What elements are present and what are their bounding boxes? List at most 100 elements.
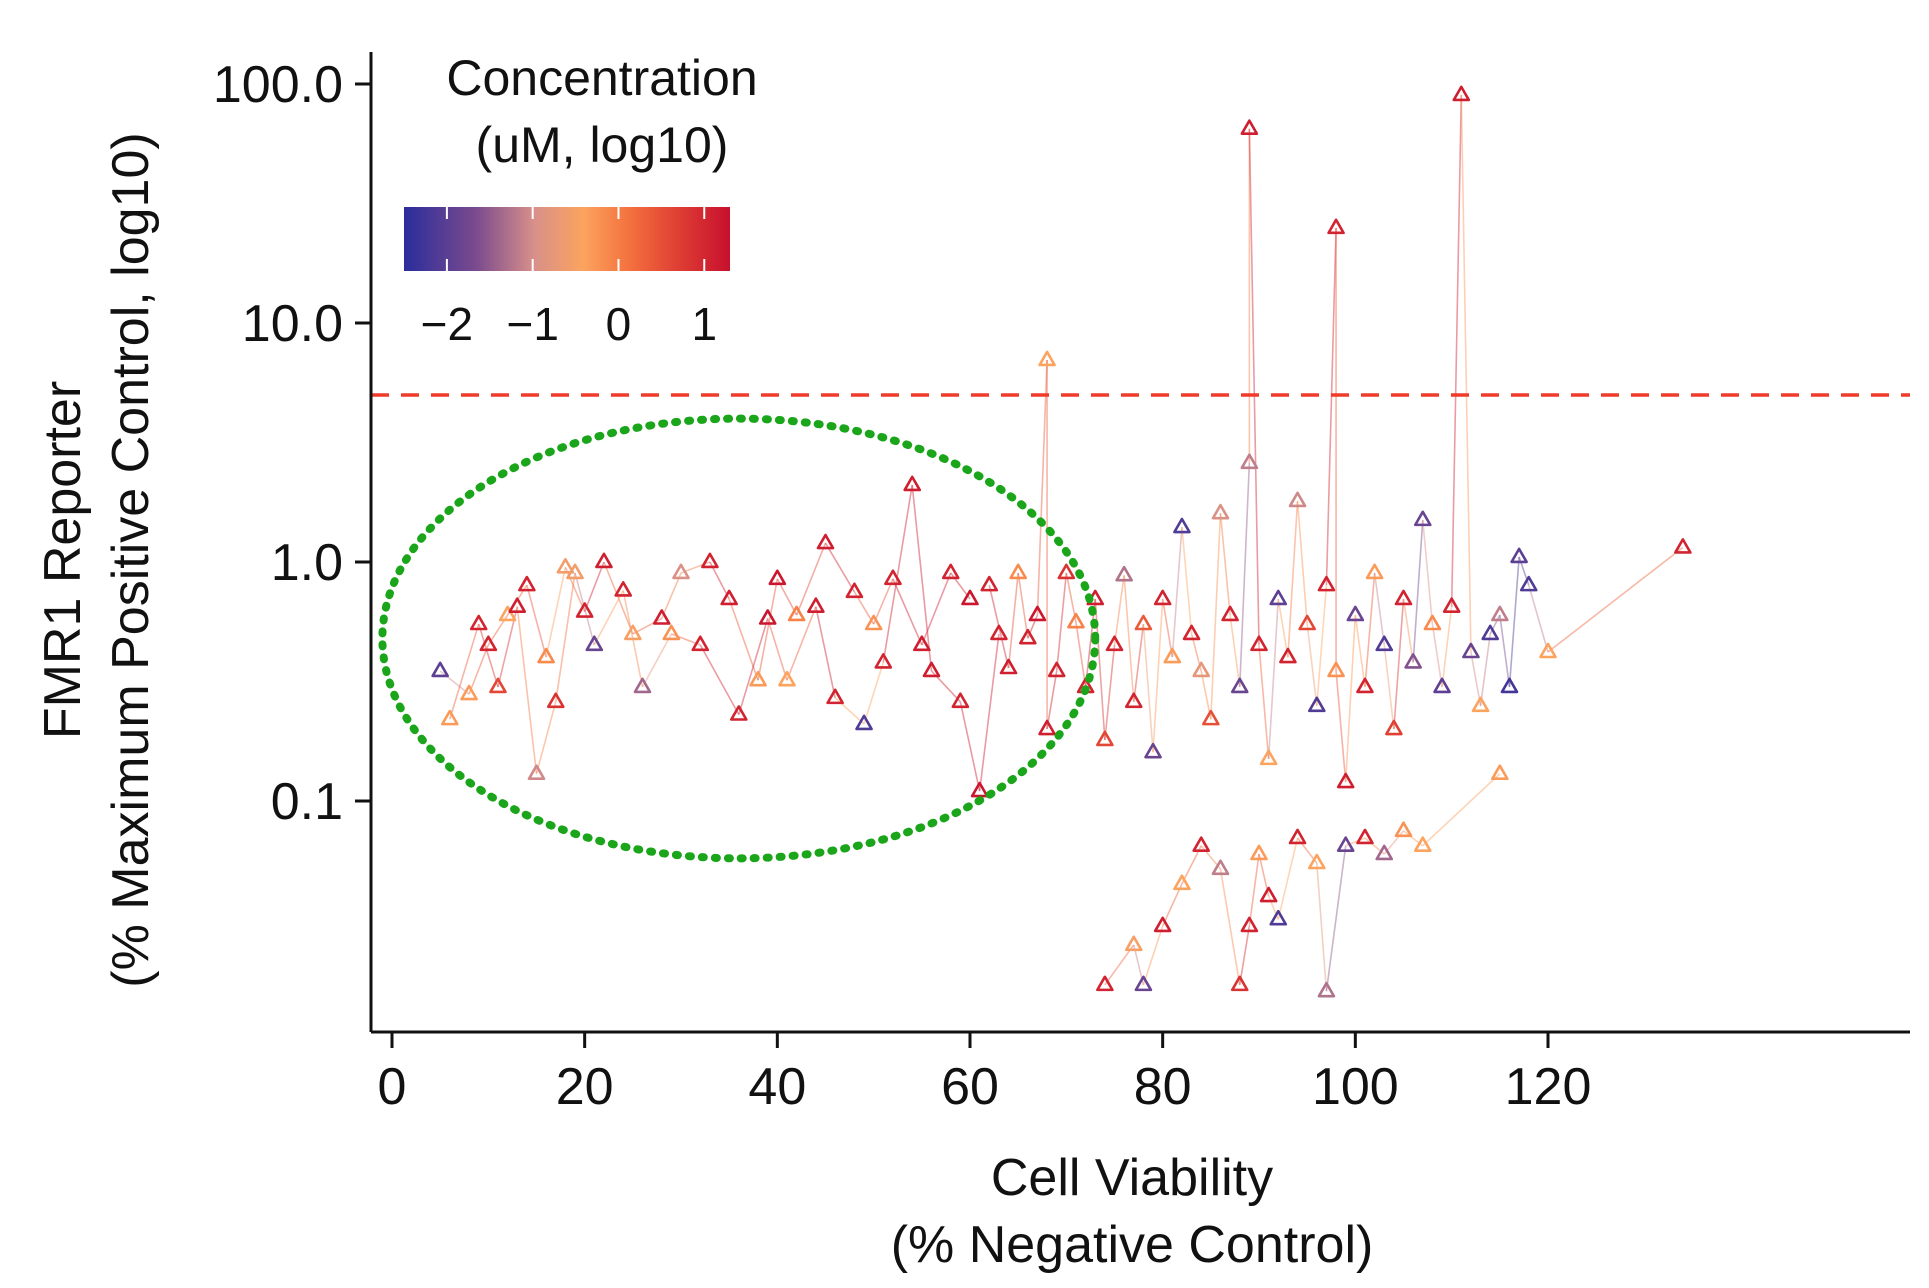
data-point bbox=[1346, 605, 1365, 622]
series-link bbox=[1277, 837, 1299, 920]
data-point bbox=[807, 597, 825, 613]
series-link bbox=[593, 590, 624, 646]
series-link bbox=[815, 606, 836, 699]
data-point bbox=[1134, 614, 1153, 631]
data-point bbox=[1481, 624, 1499, 641]
data-point bbox=[1308, 696, 1326, 713]
legend-tick-label: 0 bbox=[606, 298, 632, 350]
series-link bbox=[1248, 853, 1260, 927]
x-tick-label: 40 bbox=[748, 1058, 806, 1116]
series-link bbox=[1450, 94, 1463, 607]
series-link bbox=[1316, 862, 1328, 992]
data-point bbox=[460, 684, 478, 701]
data-point bbox=[1192, 661, 1210, 678]
data-point bbox=[758, 609, 777, 625]
data-point bbox=[720, 589, 738, 606]
data-point bbox=[662, 624, 681, 641]
data-point bbox=[855, 714, 873, 731]
series-link bbox=[603, 561, 634, 635]
series-link bbox=[738, 618, 769, 715]
data-point bbox=[1240, 453, 1259, 470]
data-point bbox=[1674, 538, 1692, 554]
data-point bbox=[508, 597, 527, 613]
data-point bbox=[556, 557, 575, 574]
series-link bbox=[1344, 614, 1357, 783]
data-point bbox=[1462, 642, 1480, 659]
series-link bbox=[959, 701, 981, 792]
x-axis-ticks: 0 20 40 60 80 100 120 bbox=[378, 1032, 1591, 1116]
data-point bbox=[1385, 719, 1403, 736]
data-point bbox=[1067, 612, 1085, 629]
data-point bbox=[749, 670, 767, 687]
series-link bbox=[1325, 227, 1337, 586]
data-point bbox=[845, 582, 864, 599]
series-link bbox=[660, 572, 682, 619]
data-point bbox=[1327, 218, 1345, 235]
x-tick-label: 60 bbox=[941, 1058, 999, 1116]
series-link bbox=[1171, 527, 1183, 658]
series-link bbox=[1267, 598, 1280, 759]
y-tick-label: 10.0 bbox=[242, 295, 343, 353]
series-link bbox=[795, 542, 827, 616]
series-link bbox=[1123, 575, 1135, 702]
data-point bbox=[1356, 677, 1374, 694]
data-point bbox=[1413, 836, 1432, 852]
data-point bbox=[469, 614, 488, 631]
data-point bbox=[1336, 836, 1355, 852]
series-link bbox=[1316, 585, 1328, 706]
data-point bbox=[729, 705, 748, 721]
data-point bbox=[537, 647, 555, 664]
series-link bbox=[1152, 598, 1164, 753]
data-point bbox=[1365, 563, 1384, 580]
data-point bbox=[1288, 828, 1307, 845]
data-point bbox=[1317, 981, 1336, 998]
data-point bbox=[1182, 624, 1201, 641]
series-link bbox=[1527, 584, 1549, 653]
series-link bbox=[1402, 598, 1414, 663]
data-point bbox=[1375, 635, 1394, 652]
series-link bbox=[1335, 670, 1347, 783]
series-link bbox=[1287, 500, 1299, 658]
data-point bbox=[941, 563, 960, 580]
data-point bbox=[1519, 575, 1538, 592]
legend-colorbar bbox=[404, 207, 730, 271]
series-link bbox=[1470, 651, 1482, 707]
data-point bbox=[1240, 916, 1259, 933]
data-point bbox=[1423, 614, 1442, 631]
color-legend: Concentration (uM, log10) −2 −1 0 1 bbox=[404, 50, 758, 350]
data-point bbox=[1230, 677, 1249, 694]
data-point bbox=[913, 635, 931, 652]
data-point bbox=[1259, 886, 1278, 903]
x-tick-label: 100 bbox=[1312, 1058, 1399, 1116]
data-point bbox=[701, 552, 719, 569]
data-point bbox=[1240, 119, 1259, 135]
data-point bbox=[787, 605, 806, 622]
data-point bbox=[1471, 696, 1490, 713]
data-point bbox=[1250, 844, 1268, 861]
data-point bbox=[624, 624, 642, 641]
series-link bbox=[1075, 622, 1087, 688]
data-point bbox=[1211, 859, 1230, 876]
legend-tick-label: −2 bbox=[421, 298, 473, 350]
data-point bbox=[951, 692, 970, 709]
x-axis-title-line1: Cell Viability bbox=[991, 1149, 1273, 1207]
series-link bbox=[1132, 623, 1145, 702]
data-point bbox=[479, 635, 498, 652]
data-point bbox=[614, 581, 633, 597]
series-link bbox=[911, 484, 933, 672]
series-link bbox=[1210, 513, 1222, 720]
series-link bbox=[1296, 500, 1308, 625]
data-point bbox=[1202, 709, 1220, 726]
data-point bbox=[652, 609, 671, 625]
data-point bbox=[527, 764, 546, 781]
data-point bbox=[1269, 589, 1288, 606]
data-point bbox=[1124, 935, 1143, 952]
data-point bbox=[1510, 547, 1528, 564]
data-point bbox=[826, 688, 844, 705]
series-link bbox=[1055, 572, 1068, 672]
data-point bbox=[1153, 589, 1172, 606]
data-point bbox=[1394, 589, 1413, 606]
series-link bbox=[1229, 614, 1241, 688]
data-point bbox=[633, 677, 652, 694]
series-link bbox=[449, 623, 480, 720]
